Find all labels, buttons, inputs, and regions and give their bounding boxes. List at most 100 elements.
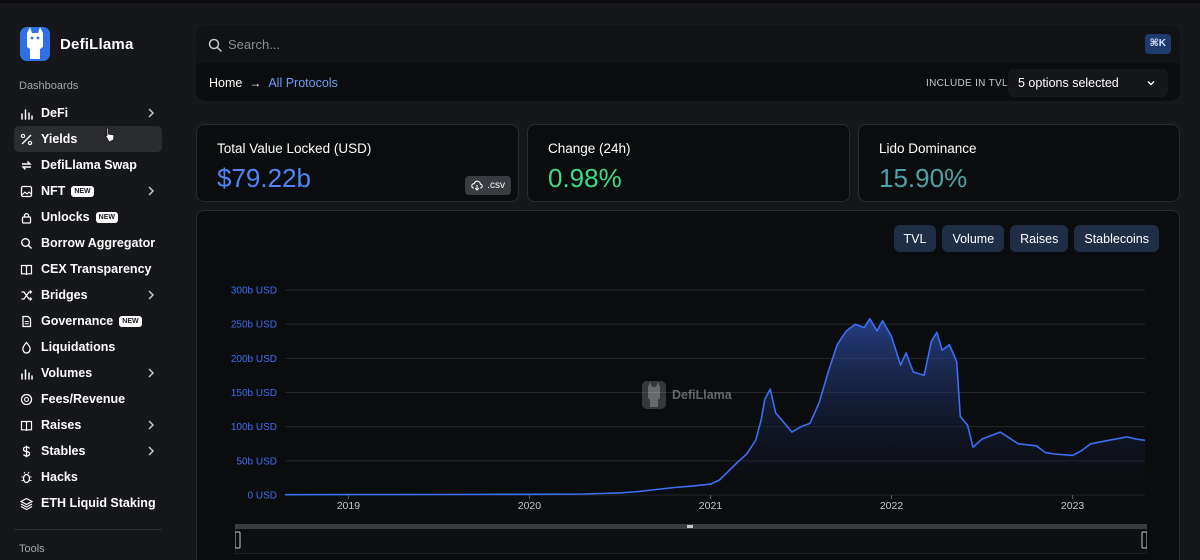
dominance-card: Lido Dominance 15.90% — [858, 124, 1180, 202]
sidebar-item-borrow-aggregator[interactable]: Borrow Aggregator — [14, 230, 162, 256]
y-tick-label: 250b USD — [231, 320, 277, 331]
chevron-right-icon — [148, 368, 155, 378]
search-shortcut-badge: ⌘K — [1144, 34, 1171, 54]
document-icon — [20, 315, 33, 328]
search-input[interactable] — [228, 34, 1128, 54]
lock-icon — [20, 211, 33, 224]
download-csv-button[interactable]: .csv — [465, 176, 511, 195]
shuffle-icon — [20, 289, 33, 302]
sidebar-item-cex-transparency[interactable]: CEX Transparency — [14, 256, 162, 282]
percent-icon — [20, 133, 33, 146]
llama-watermark-icon — [642, 381, 666, 409]
toggle-raises[interactable]: Raises — [1010, 225, 1069, 252]
chevron-right-icon — [148, 420, 155, 430]
toggle-tvl[interactable]: TVL — [893, 225, 937, 252]
bar-chart-icon — [20, 367, 33, 380]
new-badge: NEW — [95, 211, 118, 223]
book-icon — [20, 419, 33, 432]
watermark-label: DefiLlama — [672, 388, 732, 402]
sidebar-item-label: DeFi — [41, 106, 69, 120]
sidebar-item-label: CEX Transparency — [41, 262, 152, 276]
watermark: DefiLlama — [641, 379, 732, 411]
include-in-tvl-value: 5 options selected — [1018, 76, 1119, 90]
csv-label: .csv — [487, 180, 505, 191]
sidebar-item-yields[interactable]: Yields — [14, 126, 162, 152]
range-handle-left[interactable] — [235, 531, 241, 549]
dominance-label: Lido Dominance — [879, 141, 977, 156]
change-card: Change (24h) 0.98% — [527, 124, 850, 202]
dominance-value: 15.90% — [879, 163, 968, 193]
image-icon — [20, 185, 33, 198]
chart-toggle-group: TVL Volume Raises Stablecoins — [893, 225, 1159, 252]
sidebar-item-stables[interactable]: Stables — [14, 438, 162, 464]
chart-panel: 0 USD 50b USD 100b USD 150b USD 200b USD 250b… — [196, 210, 1180, 560]
sidebar-item-label: DefiLlama Swap — [41, 158, 137, 172]
sidebar-item-raises[interactable]: Raises — [14, 412, 162, 438]
sidebar-item-governance[interactable]: Governance NEW — [14, 308, 162, 334]
llama-logo-icon — [18, 23, 54, 65]
sidebar-nav: DeFi Yields DefiLlama Swap NFT NEW Unlocks NEW… — [14, 100, 162, 516]
chart-range-slider[interactable] — [235, 524, 1147, 554]
sidebar-item-label: Hacks — [41, 470, 78, 484]
sidebar-item-label: Raises — [41, 418, 82, 432]
breadcrumb-home-link[interactable]: Home — [209, 76, 243, 90]
tvl-chart: 0 USD 50b USD 100b USD 150b USD 200b USD 250b… — [231, 286, 1146, 512]
sidebar-item-fees-revenue[interactable]: Fees/Revenue — [14, 386, 162, 412]
sidebar-item-label: NFT — [41, 184, 66, 198]
dollar-icon — [20, 445, 33, 458]
sidebar-item-label: Yields — [41, 132, 78, 146]
brand[interactable]: DefiLlama — [18, 23, 134, 65]
y-tick-label: 300b USD — [231, 286, 277, 297]
sidebar-item-unlocks[interactable]: Unlocks NEW — [14, 204, 162, 230]
cloud-download-icon — [471, 180, 483, 191]
layers-icon — [20, 497, 33, 510]
tvl-label: Total Value Locked (USD) — [217, 141, 372, 156]
sidebar-item-liquidations[interactable]: Liquidations — [14, 334, 162, 360]
x-tick-label: 2022 — [880, 500, 904, 512]
include-in-tvl-select[interactable]: 5 options selected — [1008, 69, 1168, 97]
sidebar-item-hacks[interactable]: Hacks — [14, 464, 162, 490]
bug-icon — [20, 471, 33, 484]
sidebar-item-label: Liquidations — [41, 340, 116, 354]
sidebar-item-eth-liquid-staking[interactable]: ETH Liquid Staking — [14, 490, 162, 516]
search-bar[interactable]: ⌘K — [196, 25, 1180, 63]
sidebar-divider — [14, 529, 162, 530]
chevron-right-icon — [148, 446, 155, 456]
brand-name: DefiLlama — [60, 35, 134, 53]
breadcrumb: Home → All Protocols — [209, 76, 338, 90]
arrow-right-icon: → — [249, 76, 262, 90]
window-top-border — [0, 0, 1200, 3]
x-tick-label: 2020 — [518, 500, 542, 512]
sidebar-item-nft[interactable]: NFT NEW — [14, 178, 162, 204]
y-tick-label: 150b USD — [231, 388, 277, 399]
change-value: 0.98% — [548, 163, 622, 193]
x-tick-label: 2023 — [1061, 500, 1085, 512]
sidebar-item-defi[interactable]: DeFi — [14, 100, 162, 126]
breadcrumb-current-link[interactable]: All Protocols — [268, 76, 338, 90]
toggle-stablecoins[interactable]: Stablecoins — [1074, 225, 1159, 252]
sidebar-item-label: Governance — [41, 314, 114, 328]
sidebar-item-label: Bridges — [41, 288, 88, 302]
tvl-value: $79.22b — [217, 163, 311, 193]
sidebar-item-defillama-swap[interactable]: DefiLlama Swap — [14, 152, 162, 178]
mouse-pointer-icon — [104, 127, 115, 143]
swap-icon — [20, 159, 33, 172]
sidebar-item-volumes[interactable]: Volumes — [14, 360, 162, 386]
toggle-volume[interactable]: Volume — [942, 225, 1005, 252]
sidebar-item-bridges[interactable]: Bridges — [14, 282, 162, 308]
sidebar-item-label: Stables — [41, 444, 86, 458]
chevron-down-icon — [1147, 81, 1155, 86]
droplet-icon — [20, 341, 33, 354]
y-tick-label: 200b USD — [231, 354, 277, 365]
change-label: Change (24h) — [548, 141, 631, 156]
y-tick-label: 0 USD — [248, 491, 277, 502]
new-badge: NEW — [71, 185, 94, 197]
x-tick-label: 2019 — [337, 500, 361, 512]
tvl-area-fill — [285, 318, 1145, 495]
search-icon — [20, 237, 33, 250]
sidebar-item-label: Fees/Revenue — [41, 392, 126, 406]
bar-chart-icon — [20, 107, 33, 120]
range-handle-right[interactable] — [1141, 531, 1147, 549]
include-in-tvl-label: INCLUDE IN TVL: — [926, 78, 1011, 89]
chevron-right-icon — [148, 108, 155, 118]
